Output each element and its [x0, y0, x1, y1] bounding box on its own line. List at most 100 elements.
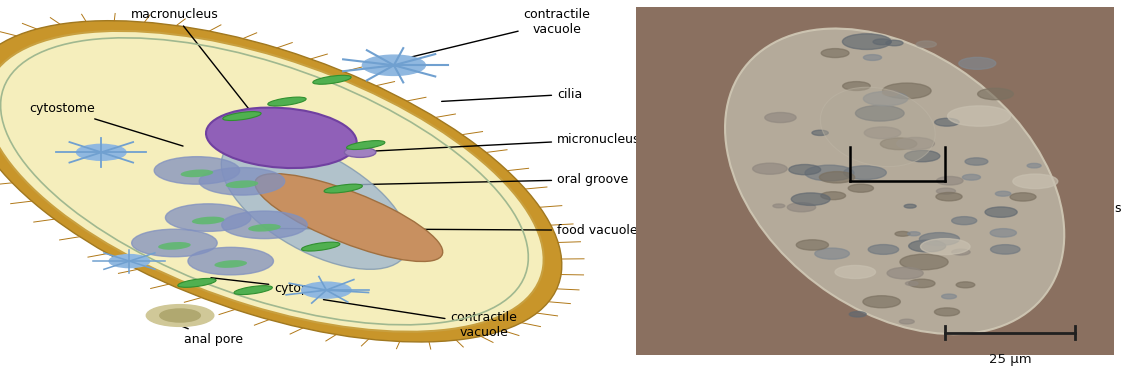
Circle shape: [990, 229, 1017, 237]
Circle shape: [962, 174, 980, 180]
Circle shape: [1010, 193, 1036, 201]
Ellipse shape: [724, 29, 1064, 334]
Circle shape: [978, 88, 1013, 100]
Circle shape: [301, 282, 351, 298]
Circle shape: [805, 165, 854, 181]
Circle shape: [920, 238, 970, 255]
Circle shape: [985, 207, 1018, 217]
Ellipse shape: [191, 217, 224, 224]
Circle shape: [995, 191, 1011, 196]
Text: cilia: cilia: [441, 88, 582, 102]
Text: micronucleus: micronucleus: [1010, 186, 1122, 215]
Circle shape: [791, 193, 830, 205]
Circle shape: [909, 279, 935, 288]
Circle shape: [864, 54, 882, 60]
Circle shape: [842, 82, 871, 91]
Text: macronucleus: macronucleus: [130, 8, 263, 127]
Circle shape: [773, 204, 784, 208]
Circle shape: [835, 265, 875, 279]
Circle shape: [936, 192, 962, 201]
Circle shape: [899, 319, 915, 324]
Ellipse shape: [344, 147, 376, 158]
Circle shape: [109, 255, 149, 268]
Text: oral groove: oral groove: [346, 173, 628, 186]
Circle shape: [952, 249, 970, 255]
Circle shape: [935, 118, 959, 126]
Circle shape: [1013, 174, 1057, 188]
Circle shape: [864, 127, 901, 139]
Text: food vacuoles: food vacuoles: [267, 224, 644, 237]
Circle shape: [188, 247, 274, 275]
Circle shape: [916, 41, 936, 47]
Ellipse shape: [181, 170, 213, 177]
Circle shape: [900, 254, 949, 270]
Circle shape: [883, 83, 932, 99]
Circle shape: [821, 192, 846, 200]
Ellipse shape: [221, 137, 409, 269]
Circle shape: [897, 137, 934, 149]
Ellipse shape: [0, 21, 561, 342]
Text: macronucleus: macronucleus: [766, 17, 886, 60]
Circle shape: [906, 282, 918, 286]
Text: micronucleus: micronucleus: [352, 133, 641, 152]
Text: contractile
vacuole: contractile vacuole: [402, 8, 591, 59]
Ellipse shape: [158, 242, 191, 250]
Ellipse shape: [0, 31, 543, 332]
Circle shape: [895, 231, 910, 236]
Circle shape: [942, 294, 957, 299]
Circle shape: [908, 232, 920, 236]
Circle shape: [873, 39, 891, 45]
Text: cytoproct: cytoproct: [211, 278, 334, 295]
Circle shape: [904, 204, 916, 208]
Ellipse shape: [206, 107, 357, 168]
Circle shape: [362, 55, 426, 75]
Circle shape: [959, 57, 996, 69]
Ellipse shape: [346, 141, 385, 149]
Circle shape: [77, 144, 126, 160]
Ellipse shape: [234, 286, 273, 294]
Circle shape: [1027, 163, 1041, 168]
Ellipse shape: [225, 180, 258, 188]
Circle shape: [789, 164, 821, 175]
Circle shape: [815, 248, 849, 259]
Circle shape: [904, 151, 940, 162]
Ellipse shape: [255, 174, 443, 262]
Circle shape: [812, 130, 829, 135]
Text: 25 μm: 25 μm: [988, 353, 1031, 366]
Circle shape: [964, 158, 988, 165]
Circle shape: [753, 163, 787, 174]
Ellipse shape: [268, 97, 306, 106]
Circle shape: [146, 305, 214, 326]
Text: contractile
vacuole: contractile vacuole: [324, 300, 517, 339]
Circle shape: [165, 204, 251, 231]
Ellipse shape: [324, 184, 362, 193]
Circle shape: [881, 138, 917, 150]
Circle shape: [934, 308, 960, 316]
Circle shape: [864, 92, 908, 106]
Circle shape: [863, 296, 900, 308]
Circle shape: [887, 267, 924, 279]
Circle shape: [160, 309, 200, 322]
Circle shape: [936, 177, 963, 185]
Circle shape: [868, 245, 899, 254]
Circle shape: [936, 188, 955, 194]
Circle shape: [919, 233, 960, 245]
Circle shape: [883, 90, 899, 96]
Ellipse shape: [214, 260, 247, 268]
Ellipse shape: [312, 75, 351, 84]
Text: cytostome: cytostome: [29, 102, 183, 146]
Circle shape: [199, 167, 285, 195]
Ellipse shape: [223, 112, 261, 120]
Circle shape: [842, 34, 891, 49]
Circle shape: [909, 240, 945, 252]
Circle shape: [796, 240, 829, 250]
Ellipse shape: [248, 224, 281, 231]
Bar: [636, 7, 1114, 355]
Circle shape: [957, 282, 975, 288]
Circle shape: [222, 211, 307, 238]
Text: anal pore: anal pore: [171, 322, 243, 346]
Circle shape: [947, 106, 1011, 126]
Ellipse shape: [178, 279, 216, 287]
Circle shape: [154, 157, 240, 184]
Circle shape: [848, 184, 874, 192]
